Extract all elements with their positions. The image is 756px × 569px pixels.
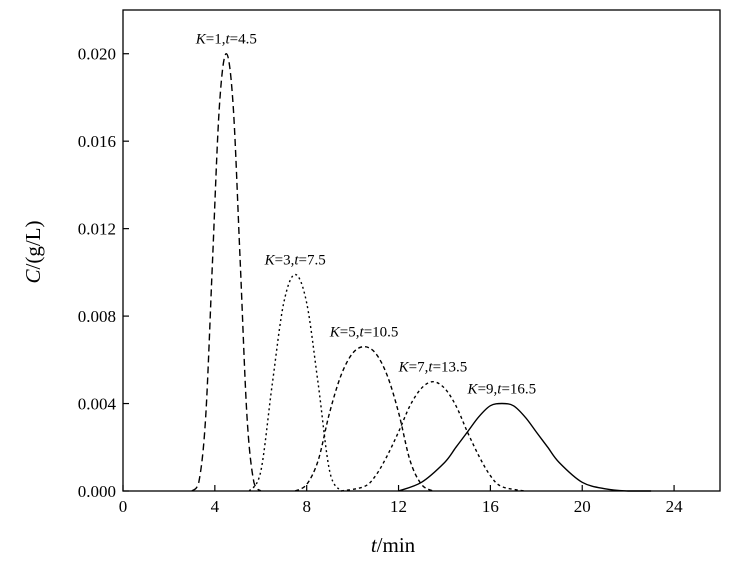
y-tick-label: 0.012 (78, 220, 116, 239)
series-layer (191, 52, 652, 492)
y-tick-label: 0.008 (78, 307, 116, 326)
x-tick-label: 0 (119, 497, 128, 516)
series-line-1 (191, 52, 262, 492)
plot-frame (122, 9, 721, 492)
x-axis-title: t/min (371, 533, 416, 557)
x-tick-label: 20 (574, 497, 591, 516)
annotation-layer: K=1,t=4.5 K=3,t=7.5 K=5,t=10.5 K=7,t=13.5 K=… (195, 32, 536, 398)
peak-annotation-1: K=1,t=4.5 (195, 32, 257, 48)
x-tick-label: 16 (482, 497, 499, 516)
x-tick-label: 12 (390, 497, 407, 516)
peak-annotation-5: K=9,t=16.5 (467, 382, 537, 398)
series-line-2 (248, 273, 342, 492)
y-axis-title: C/(g/L) (21, 220, 45, 283)
series-line-5 (398, 402, 652, 492)
peak-annotation-2: K=3,t=7.5 (264, 253, 326, 269)
x-tick-label: 4 (211, 497, 220, 516)
x-tick-label: 24 (666, 497, 684, 516)
peak-annotation-4: K=7,t=13.5 (398, 360, 468, 376)
y-axis-ticks: 0.000 0.004 0.008 0.012 0.016 0.020 (78, 45, 129, 501)
series-line-4 (340, 380, 525, 492)
x-axis-ticks: 0 4 8 12 16 20 24 (119, 485, 683, 516)
y-tick-label: 0.000 (78, 482, 116, 501)
y-tick-label: 0.004 (78, 395, 117, 414)
y-tick-label: 0.016 (78, 132, 116, 151)
x-tick-label: 8 (302, 497, 311, 516)
peak-annotation-3: K=5,t=10.5 (329, 325, 399, 341)
y-tick-label: 0.020 (78, 45, 116, 64)
